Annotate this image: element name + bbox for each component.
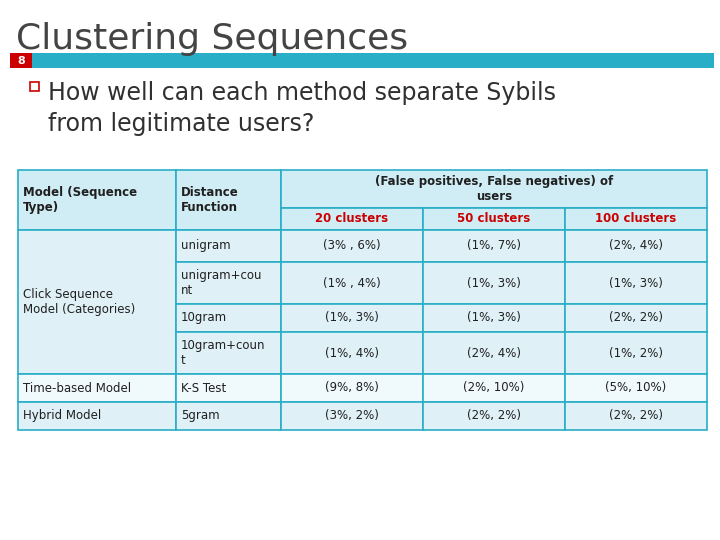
Bar — [565, 402, 707, 430]
Bar — [18, 402, 176, 430]
Text: (False positives, False negatives) of
users: (False positives, False negatives) of us… — [375, 175, 613, 203]
Bar — [281, 304, 423, 332]
Bar — [281, 332, 423, 374]
Bar — [423, 332, 565, 374]
Bar — [281, 262, 423, 304]
Bar — [10, 53, 32, 68]
Bar — [18, 374, 176, 402]
Text: (2%, 4%): (2%, 4%) — [467, 347, 521, 360]
Text: (2%, 2%): (2%, 2%) — [609, 409, 663, 422]
Text: 100 clusters: 100 clusters — [595, 213, 677, 226]
Text: Model (Sequence
Type): Model (Sequence Type) — [23, 186, 137, 214]
Bar — [18, 170, 176, 230]
Text: (2%, 4%): (2%, 4%) — [609, 240, 663, 253]
Text: 10gram+coun
t: 10gram+coun t — [181, 339, 266, 367]
Text: (1%, 3%): (1%, 3%) — [609, 276, 663, 289]
Bar — [423, 230, 565, 262]
Text: (1%, 2%): (1%, 2%) — [609, 347, 663, 360]
Bar — [423, 402, 565, 430]
Text: unigram+cou
nt: unigram+cou nt — [181, 269, 261, 297]
Text: (1% , 4%): (1% , 4%) — [323, 276, 381, 289]
Text: (1%, 3%): (1%, 3%) — [467, 312, 521, 325]
Bar — [176, 332, 281, 374]
Text: Distance
Function: Distance Function — [181, 186, 239, 214]
Bar — [281, 230, 423, 262]
Text: 5gram: 5gram — [181, 409, 220, 422]
Bar — [423, 208, 565, 230]
Bar — [30, 82, 39, 91]
Bar — [176, 374, 281, 402]
Text: Time-based Model: Time-based Model — [23, 381, 131, 395]
Text: K-S Test: K-S Test — [181, 381, 226, 395]
Text: (3%, 2%): (3%, 2%) — [325, 409, 379, 422]
Text: 50 clusters: 50 clusters — [457, 213, 531, 226]
Bar — [565, 332, 707, 374]
Bar — [565, 374, 707, 402]
Bar — [565, 304, 707, 332]
Bar — [565, 262, 707, 304]
Text: (1%, 3%): (1%, 3%) — [325, 312, 379, 325]
Bar — [18, 230, 176, 374]
Text: How well can each method separate Sybils
from legitimate users?: How well can each method separate Sybils… — [48, 81, 556, 136]
Bar — [176, 304, 281, 332]
Text: (5%, 10%): (5%, 10%) — [606, 381, 667, 395]
Bar — [423, 374, 565, 402]
Bar — [281, 402, 423, 430]
Bar — [423, 262, 565, 304]
Bar — [176, 170, 281, 230]
Bar — [565, 230, 707, 262]
Text: unigram: unigram — [181, 240, 230, 253]
Bar — [281, 374, 423, 402]
Text: (1%, 3%): (1%, 3%) — [467, 276, 521, 289]
Bar — [281, 170, 707, 208]
Text: (1%, 4%): (1%, 4%) — [325, 347, 379, 360]
Text: (2%, 2%): (2%, 2%) — [467, 409, 521, 422]
Text: (2%, 2%): (2%, 2%) — [609, 312, 663, 325]
Text: (3% , 6%): (3% , 6%) — [323, 240, 381, 253]
Text: 10gram: 10gram — [181, 312, 227, 325]
Bar — [565, 208, 707, 230]
Bar — [281, 208, 423, 230]
Bar — [176, 262, 281, 304]
Text: Clustering Sequences: Clustering Sequences — [16, 22, 408, 56]
Text: 20 clusters: 20 clusters — [315, 213, 389, 226]
Bar — [32, 53, 714, 68]
Text: (2%, 10%): (2%, 10%) — [463, 381, 525, 395]
Text: (9%, 8%): (9%, 8%) — [325, 381, 379, 395]
Text: 8: 8 — [17, 56, 25, 65]
Bar — [176, 402, 281, 430]
Bar — [176, 230, 281, 262]
Text: (1%, 7%): (1%, 7%) — [467, 240, 521, 253]
Bar — [423, 304, 565, 332]
Text: Hybrid Model: Hybrid Model — [23, 409, 102, 422]
Text: Click Sequence
Model (Categories): Click Sequence Model (Categories) — [23, 288, 135, 316]
